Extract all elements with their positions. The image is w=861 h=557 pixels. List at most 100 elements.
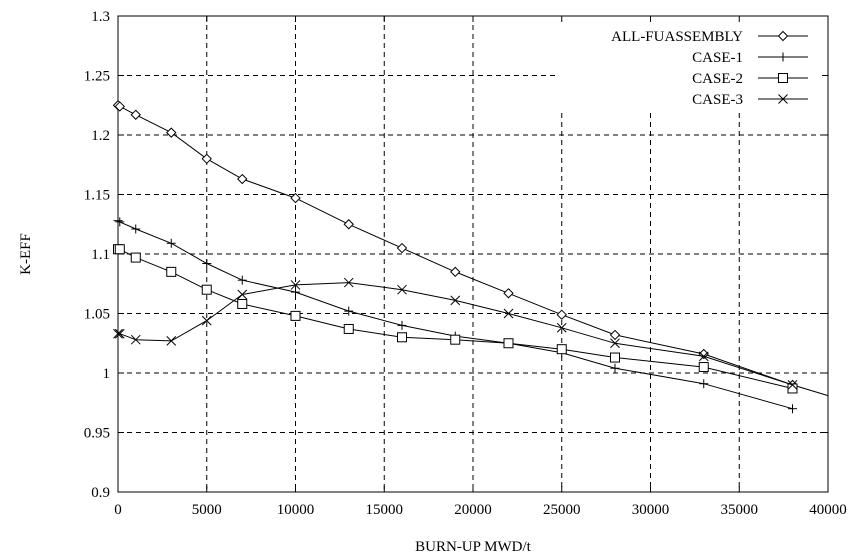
marker-square (778, 73, 788, 83)
data-point-case-2 (114, 244, 125, 255)
marker-square (114, 244, 125, 255)
data-point-case-2 (450, 334, 461, 345)
data-point-all-fuassembly (201, 153, 212, 165)
data-point-case-1 (788, 404, 797, 414)
data-point-case-1 (237, 275, 247, 285)
x-axis: 0 5000 10000 15000 20000 25000 30000 35000 40000 (114, 16, 847, 518)
data-point-case-1 (202, 259, 212, 269)
data-point-case-1 (115, 217, 125, 227)
marker-diamond (201, 153, 212, 165)
data-point-case-3 (201, 315, 212, 326)
data-point-case-2 (201, 284, 212, 295)
marker-x-b (503, 308, 514, 319)
data-point-case-2 (237, 298, 248, 309)
legend-label-case-3: CASE-3 (692, 92, 743, 108)
legend-marker-all-fuassembly (777, 30, 789, 42)
data-point-all-fuassembly (609, 329, 621, 341)
data-point-case-2 (166, 266, 177, 277)
marker-square (787, 383, 798, 394)
marker-square (698, 362, 709, 373)
data-point-case-3 (610, 338, 620, 349)
data-point-all-fuassembly (130, 109, 141, 120)
marker-square (201, 284, 212, 295)
x-axis-label: BURN-UP MWD/t (415, 539, 532, 555)
data-point-case-3 (503, 308, 514, 319)
marker-diamond (396, 242, 408, 254)
marker-x-b (113, 328, 123, 339)
data-point-case-1 (699, 379, 709, 389)
x-tick-label: 35000 (721, 502, 759, 518)
marker-x-b (778, 94, 788, 104)
data-point-all-fuassembly (556, 309, 567, 320)
grid (118, 16, 828, 492)
marker-diamond (130, 109, 141, 120)
marker-diamond (556, 309, 567, 320)
y-tick-label: 0.9 (91, 485, 110, 501)
marker-square (237, 298, 248, 309)
data-point-all-fuassembly (503, 288, 514, 299)
data-point-case-3 (698, 351, 709, 362)
marker-x-b (556, 322, 567, 333)
data-point-case-3 (450, 295, 461, 306)
marker-x-b (237, 289, 248, 300)
marker-square (610, 352, 620, 363)
y-axis: 0.9 0.95 1 1.05 1.1 1.15 1.2 1.25 1.3 (84, 9, 828, 501)
x-tick-label: 30000 (632, 502, 670, 518)
y-tick-label: 1.15 (84, 188, 110, 204)
data-point-case-2 (343, 323, 354, 334)
y-tick-label: 1.05 (84, 307, 110, 323)
marker-diamond (166, 127, 177, 138)
data-point-all-fuassembly (396, 242, 408, 254)
data-point-case-2 (290, 310, 301, 321)
legend-marker-case-2 (778, 73, 788, 83)
data-point-case-3 (787, 380, 798, 390)
data-point-case-3 (130, 334, 141, 345)
data-point-all-fuassembly (237, 173, 248, 185)
data-point-case-3 (113, 328, 123, 339)
x-tick-label: 25000 (543, 502, 581, 518)
marker-diamond (290, 192, 301, 204)
x-tick-label: 15000 (366, 502, 404, 518)
marker-diamond (777, 30, 789, 42)
marker-x-b (114, 328, 125, 339)
legend-label-all-fuassembly: ALL-FUASSEMBLY (611, 29, 743, 45)
y-tick-label: 1.1 (91, 247, 110, 263)
data-point-case-3 (397, 284, 407, 295)
marker-x-b (787, 380, 798, 390)
marker-x-b (397, 284, 407, 295)
marker-x-b (610, 338, 620, 349)
data-point-case-2 (787, 383, 798, 394)
series-case-2 (113, 244, 798, 394)
y-tick-label: 1.25 (84, 69, 110, 85)
data-point-case-1 (131, 224, 141, 234)
marker-x-b (290, 280, 301, 290)
data-point-case-1 (113, 216, 123, 226)
data-point-all-fuassembly (343, 219, 354, 230)
marker-x-b (201, 315, 212, 326)
x-tick-label: 0 (114, 502, 122, 518)
y-tick-label: 1 (103, 366, 111, 382)
data-point-case-2 (698, 362, 709, 373)
marker-diamond (609, 329, 621, 341)
data-point-all-fuassembly (114, 101, 125, 112)
data-point-all-fuassembly (450, 266, 461, 278)
marker-square (166, 266, 177, 277)
marker-square (556, 344, 567, 355)
marker-x-b (698, 351, 709, 362)
x-tick-label: 10000 (277, 502, 315, 518)
legend-label-case-2: CASE-2 (692, 71, 743, 87)
marker-diamond (114, 101, 125, 112)
data-point-case-2 (397, 332, 407, 343)
data-point-case-1 (166, 238, 176, 248)
legend-marker-case-3 (778, 94, 788, 104)
data-point-case-2 (556, 344, 567, 355)
marker-x-b (343, 277, 354, 288)
data-point-case-3 (114, 328, 125, 339)
data-point-all-fuassembly (290, 192, 301, 204)
marker-diamond (503, 288, 514, 299)
data-point-case-3 (343, 277, 354, 288)
marker-square (343, 323, 354, 334)
y-tick-label: 1.3 (91, 9, 110, 25)
y-axis-label: K-EFF (18, 233, 34, 275)
